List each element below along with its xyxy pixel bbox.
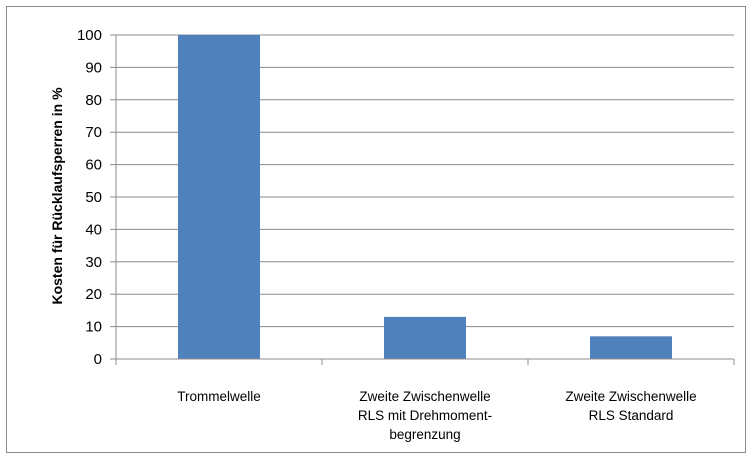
y-tick-label: 0 [94, 351, 102, 368]
x-tick-label-line: Zweite Zwischenwelle [359, 389, 490, 404]
bar [384, 316, 466, 359]
x-tick-label-line: Trommelwelle [177, 389, 261, 404]
y-tick-label: 60 [85, 157, 102, 174]
x-tick-label: Zweite Zwischenwelle RLS Standard [565, 389, 696, 423]
y-tick-label: 40 [85, 221, 102, 238]
x-tick-label-line: Zweite Zwischenwelle [565, 389, 696, 404]
x-tick-label-line: begrenzung [389, 427, 460, 442]
bar [590, 336, 672, 359]
y-tick-label: 90 [85, 59, 102, 76]
y-tick-labels: 0 10 20 30 40 50 60 70 80 90 100 [77, 27, 102, 368]
y-tick-label: 80 [85, 92, 102, 109]
y-axis-label: Kosten für Rücklaufsperren in % [49, 87, 65, 305]
x-tick-label-line: RLS Standard [589, 408, 674, 423]
x-tick-label: Zweite Zwischenwelle RLS mit Drehmoment-b… [358, 389, 492, 442]
y-tick-label: 30 [85, 254, 102, 271]
x-tick-label-line: RLS mit Drehmoment- [358, 408, 492, 423]
y-tick-label: 10 [85, 319, 102, 336]
y-tick-label: 70 [85, 124, 102, 141]
x-tick-label: Trommelwelle [177, 389, 261, 404]
bar [178, 35, 260, 359]
axes [110, 34, 735, 365]
y-tick-label: 100 [77, 27, 102, 44]
x-tick-labels: Trommelwelle Zweite Zwischenwelle RLS mit … [177, 389, 696, 442]
y-tick-label: 20 [85, 286, 102, 303]
y-tick-label: 50 [85, 189, 102, 206]
bars [178, 35, 672, 359]
